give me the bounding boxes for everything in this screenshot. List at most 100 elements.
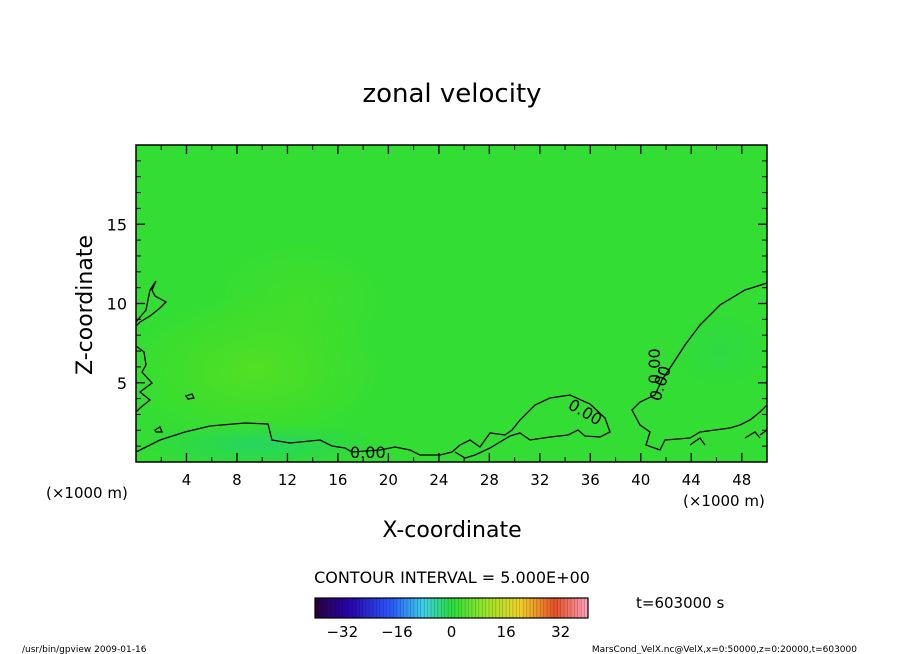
colorbar-cell xyxy=(506,598,510,618)
colorbar-cell xyxy=(553,598,558,618)
colorbar-cell xyxy=(574,598,578,618)
contour-line-right-bottom xyxy=(689,429,767,446)
colorbar-cell xyxy=(533,598,538,618)
colorbar-frame xyxy=(314,597,589,619)
colorbar-cell xyxy=(424,598,428,618)
time-label: t=603000 s xyxy=(636,594,724,612)
x-tick-label: 44 xyxy=(682,471,701,489)
colorbar-cell xyxy=(321,598,326,618)
colorbar-cell xyxy=(396,598,401,618)
y-tick-label: 10 xyxy=(107,295,127,314)
colorbar-cell xyxy=(461,598,466,618)
colorbar-cell xyxy=(502,598,507,618)
colorbar-cell xyxy=(495,598,500,618)
colorbar-cell xyxy=(519,598,524,618)
y-axis-label: Z-coordinate xyxy=(73,235,98,375)
colorbar-cell xyxy=(577,598,582,618)
x-axis-label: X-coordinate xyxy=(382,518,521,543)
x-tick-label: 4 xyxy=(182,471,192,489)
colorbar-cell xyxy=(557,598,561,618)
colorbar-cell xyxy=(581,598,585,618)
heatmap-field: 0.00 0.00 0.00 0.00 xyxy=(136,145,767,462)
colorbar-tick-label: 16 xyxy=(497,623,516,641)
colorbar-cell xyxy=(437,598,442,618)
colorbar-cell xyxy=(410,598,415,618)
colorbar-cell xyxy=(434,598,439,618)
y-tick-label: 15 xyxy=(107,215,127,234)
colorbar-cell xyxy=(547,598,551,618)
chart-title: zonal velocity xyxy=(362,79,541,109)
colorbar-cell xyxy=(516,598,520,618)
y-axis-ticks: 5 10 15 xyxy=(107,160,767,447)
colorbar-cell xyxy=(478,598,483,618)
colorbar-cell xyxy=(332,598,336,618)
field-blob-positive-2 xyxy=(210,240,390,360)
colorbar-tick-label: 0 xyxy=(447,623,457,641)
colorbar-cell xyxy=(400,598,404,618)
colorbar-cell xyxy=(420,598,425,618)
colorbar-cell xyxy=(454,598,459,618)
colorbar-cell xyxy=(431,598,435,618)
x-tick-label: 12 xyxy=(278,471,297,489)
colorbar-cell xyxy=(458,598,462,618)
x-tick-label: 24 xyxy=(429,471,448,489)
x-axis-unit-right: (×1000 m) xyxy=(683,492,765,510)
colorbar-cell xyxy=(413,598,418,618)
colorbar-cell xyxy=(386,598,391,618)
colorbar-cell xyxy=(318,598,323,618)
contour-lines xyxy=(136,280,767,459)
x-axis-unit-left: (×1000 m) xyxy=(46,484,128,502)
colorbar-cell xyxy=(325,598,329,618)
colorbar-cell xyxy=(427,598,432,618)
x-axis-ticks: 4 8 12 16 20 24 28 32 36 40 44 48 xyxy=(160,145,751,489)
colorbar-cell xyxy=(349,598,353,618)
contour-line-left xyxy=(136,280,168,327)
colorbar-cell xyxy=(362,598,367,618)
colorbar-cell xyxy=(373,598,377,618)
contour-line-left-low xyxy=(136,345,153,413)
contour-interval-text: CONTOUR INTERVAL = 5.000E+00 xyxy=(314,568,590,587)
colorbar-cell xyxy=(475,598,479,618)
colorbar-cell xyxy=(448,598,452,618)
contour-label: 0.00 xyxy=(350,443,386,462)
y-tick-label: 5 xyxy=(117,374,127,393)
colorbar-cell xyxy=(342,598,346,618)
contour-line-small xyxy=(154,393,195,433)
colorbar-cell xyxy=(393,598,398,618)
colorbar-cell xyxy=(536,598,541,618)
colorbar-cell xyxy=(529,598,534,618)
colorbar-cell xyxy=(338,598,343,618)
colorbar-cell xyxy=(359,598,363,618)
colorbar xyxy=(314,598,589,618)
x-tick-label: 40 xyxy=(631,471,650,489)
x-tick-label: 36 xyxy=(581,471,600,489)
colorbar-cell xyxy=(465,598,469,618)
colorbar-cell xyxy=(485,598,490,618)
colorbar-cell xyxy=(492,598,497,618)
colorbar-cell xyxy=(366,598,370,618)
colorbar-cell xyxy=(584,598,589,618)
footer-right: MarsCond_VelX.nc@VelX,x=0:50000,z=0:2000… xyxy=(592,645,857,654)
x-tick-label: 20 xyxy=(379,471,398,489)
contour-line-bottom xyxy=(136,394,611,459)
colorbar-tick-label: −16 xyxy=(381,623,413,641)
colorbar-cell xyxy=(523,598,527,618)
field-blob-surface xyxy=(140,423,380,462)
colorbar-cell xyxy=(383,598,387,618)
colorbar-cell xyxy=(417,598,421,618)
colorbar-cell xyxy=(407,598,411,618)
colorbar-cell xyxy=(315,598,319,618)
colorbar-cell xyxy=(560,598,565,618)
colorbar-cell xyxy=(444,598,449,618)
colorbar-cell xyxy=(567,598,572,618)
x-tick-label: 32 xyxy=(530,471,549,489)
colorbar-cell xyxy=(570,598,575,618)
colorbar-cell xyxy=(345,598,350,618)
colorbar-cell xyxy=(376,598,381,618)
colorbar-cell xyxy=(489,598,493,618)
colorbar-cell xyxy=(451,598,456,618)
colorbar-tick-label: 32 xyxy=(551,623,570,641)
colorbar-cell xyxy=(543,598,548,618)
colorbar-ticks: −32 −16 0 16 32 xyxy=(326,623,570,641)
